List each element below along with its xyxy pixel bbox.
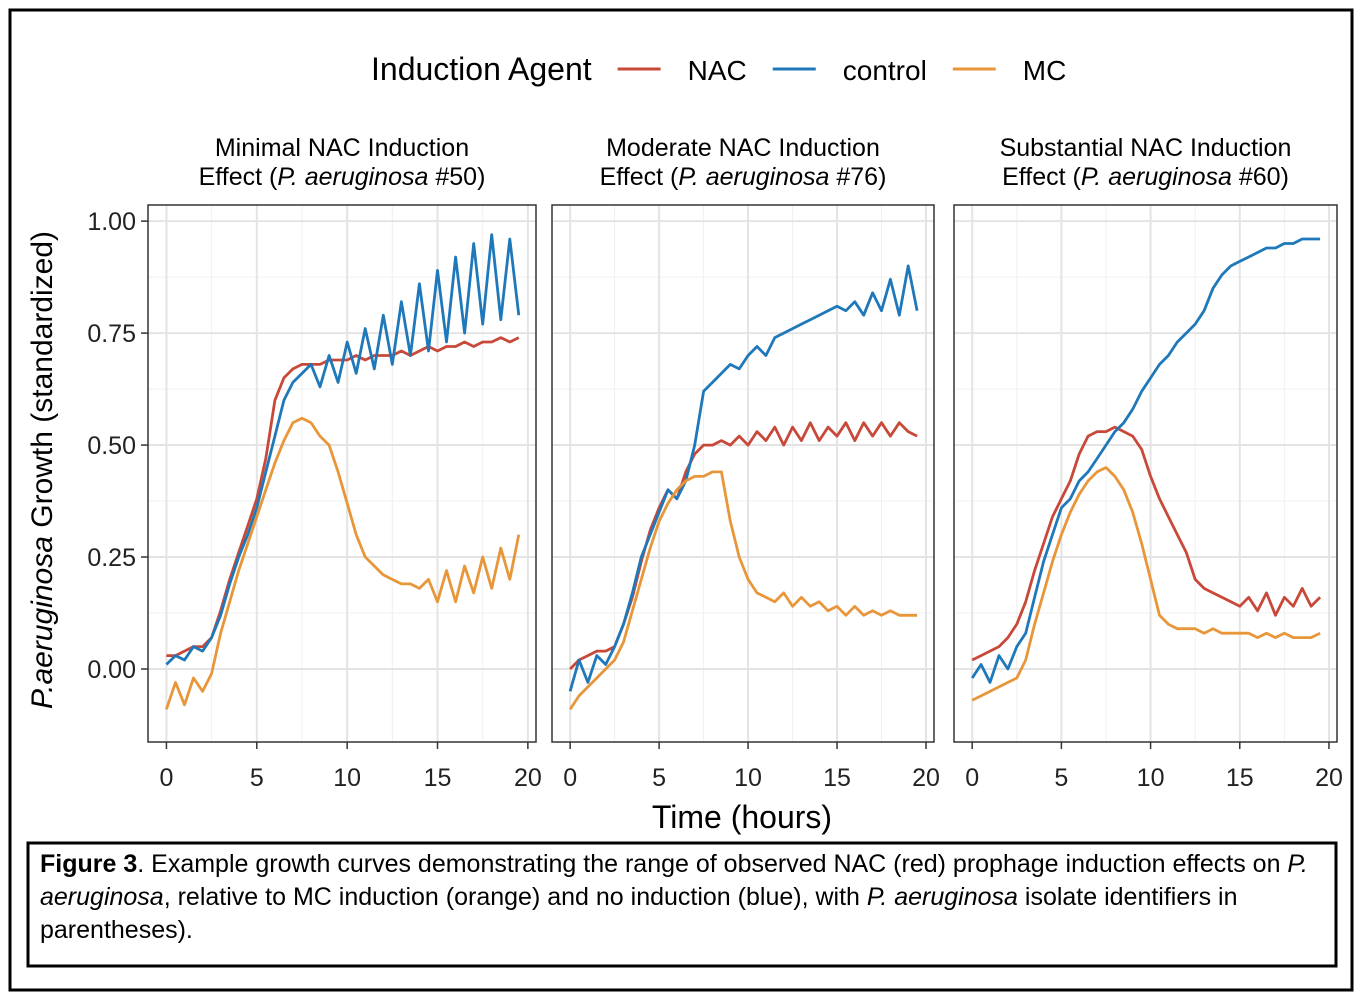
caption-run: , relative to MC induction (orange) and … <box>163 883 867 911</box>
panel-title-part: P. aeruginosa <box>277 163 428 191</box>
panel-border <box>147 204 537 743</box>
series-line <box>165 416 521 710</box>
panel-title: Effect (P. aeruginosa #50) <box>199 163 486 191</box>
series-line <box>971 237 1321 684</box>
outer-border <box>8 8 1354 992</box>
panel-title-part: #50) <box>428 163 485 191</box>
y-tick-label: 0.50 <box>87 432 136 460</box>
panel-title-part: #60) <box>1232 163 1289 191</box>
caption-run: Figure 3 <box>40 850 138 878</box>
x-tick-label: 10 <box>333 764 361 792</box>
panel-title: Effect (P. aeruginosa #60) <box>1002 163 1289 191</box>
x-tick-label: 20 <box>1315 764 1343 792</box>
x-tick-label: 15 <box>424 764 452 792</box>
y-tick-label: 1.00 <box>87 208 136 236</box>
legend-label: NAC <box>688 55 747 86</box>
panel-background <box>954 205 1337 742</box>
panel-title-part: #76) <box>829 163 886 191</box>
series-line <box>971 466 1321 702</box>
panel-title: Effect (P. aeruginosa #76) <box>600 163 887 191</box>
panel-title: Substantial NAC Induction <box>1000 134 1292 162</box>
panel-border <box>551 204 935 743</box>
panel-title-part: P. aeruginosa <box>1081 163 1232 191</box>
caption-run: isolate identifiers in parentheses). <box>40 883 1238 944</box>
x-tick-label: 10 <box>734 764 762 792</box>
y-tick-label: 0.00 <box>87 656 136 684</box>
y-tick-label: 0.25 <box>87 544 136 572</box>
caption-run: P. aeruginosa <box>866 883 1018 911</box>
legend-title: Induction Agent <box>371 51 592 87</box>
y-axis-label-rest: Growth (standardized) <box>26 231 59 536</box>
x-tick-label: 20 <box>912 764 940 792</box>
panel-border <box>953 204 1338 743</box>
panel-title: Moderate NAC Induction <box>606 134 880 162</box>
panel-background <box>552 205 934 742</box>
caption-box <box>26 841 1338 968</box>
caption: Figure 3. Example growth curves demonstr… <box>40 848 1310 947</box>
x-tick-label: 5 <box>250 764 264 792</box>
x-axis-label: Time (hours) <box>652 799 832 835</box>
x-tick-label: 0 <box>563 764 577 792</box>
x-tick-label: 15 <box>823 764 851 792</box>
series-line <box>165 233 521 666</box>
legend-label: control <box>843 55 927 86</box>
series-line <box>568 264 919 692</box>
panel-title: Minimal NAC Induction <box>215 134 469 162</box>
panel-title-part: P. aeruginosa <box>678 163 829 191</box>
caption-run: P. aeruginosa <box>40 850 1308 911</box>
panel-title-part: Effect ( <box>600 163 679 191</box>
x-tick-label: 0 <box>965 764 979 792</box>
panel-title-part: Effect ( <box>1002 163 1081 191</box>
series-line <box>568 470 918 711</box>
x-tick-label: 5 <box>1054 764 1068 792</box>
legend-label: MC <box>1023 55 1067 86</box>
y-axis-label-italic: P.aeruginosa <box>26 536 59 709</box>
panel-background <box>148 205 536 742</box>
x-tick-label: 0 <box>159 764 173 792</box>
x-tick-label: 15 <box>1226 764 1254 792</box>
y-tick-label: 0.75 <box>87 320 136 348</box>
y-axis-label: P.aeruginosa Growth (standardized) <box>26 231 59 709</box>
x-tick-label: 10 <box>1137 764 1165 792</box>
panel-title-part: Effect ( <box>199 163 278 191</box>
caption-run: . Example growth curves demonstrating th… <box>137 850 1288 878</box>
x-tick-label: 20 <box>514 764 542 792</box>
x-tick-label: 5 <box>652 764 666 792</box>
series-line <box>971 425 1322 662</box>
